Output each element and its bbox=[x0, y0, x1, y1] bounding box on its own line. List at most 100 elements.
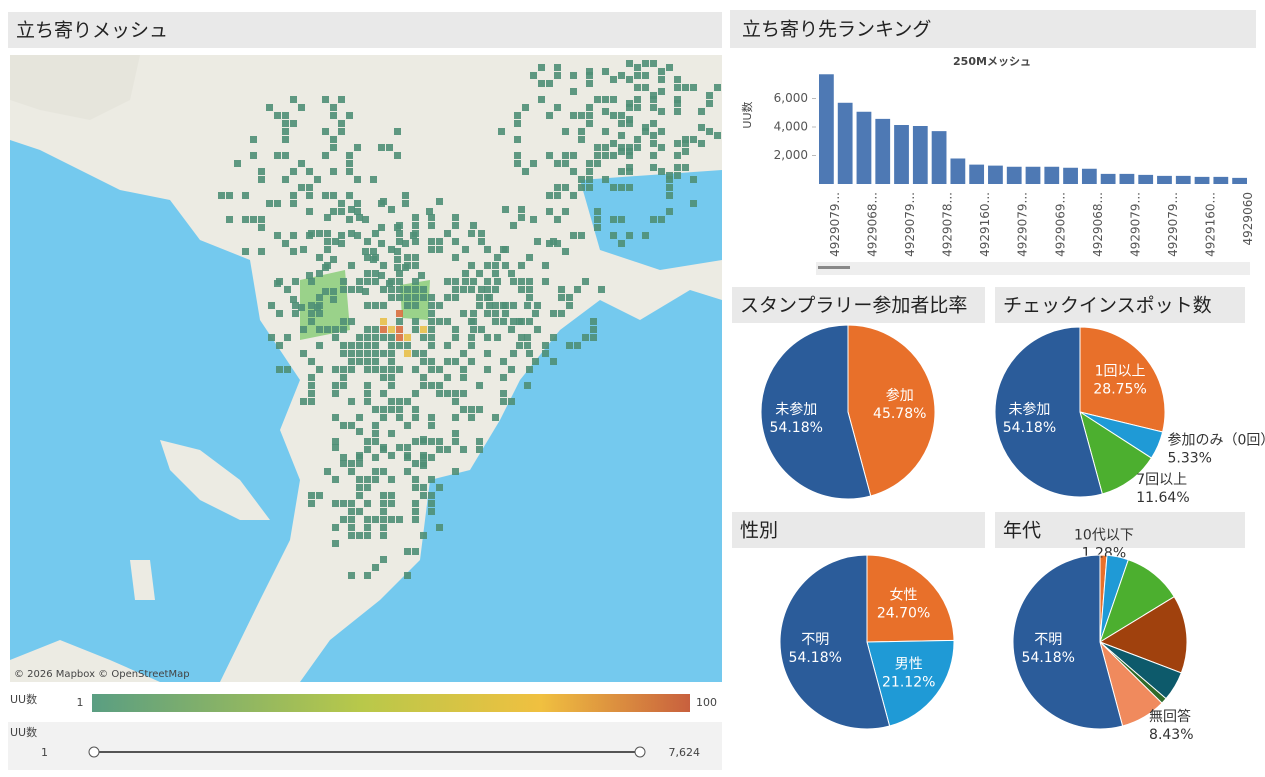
slice-label: 不明 bbox=[801, 632, 829, 648]
mesh-cell bbox=[598, 286, 605, 293]
mesh-cell bbox=[402, 192, 409, 199]
mesh-cell bbox=[452, 430, 459, 437]
mesh-cell bbox=[338, 128, 345, 135]
mesh-cell bbox=[470, 278, 477, 285]
mesh-cell bbox=[428, 318, 435, 325]
mesh-cell bbox=[340, 374, 347, 381]
mesh-cell bbox=[420, 350, 427, 357]
mesh-cell bbox=[514, 136, 521, 143]
mesh-cell bbox=[436, 366, 443, 373]
mesh-cell bbox=[518, 262, 525, 269]
slice-label: 1回以上 bbox=[1095, 363, 1146, 379]
mesh-cell bbox=[566, 342, 573, 349]
mesh-cell bbox=[462, 278, 469, 285]
mesh-cell bbox=[372, 430, 379, 437]
mesh-cell bbox=[356, 278, 363, 285]
mesh-cell bbox=[538, 64, 545, 71]
mesh-cell bbox=[372, 516, 379, 523]
mesh-cell bbox=[650, 216, 657, 223]
mesh-cell bbox=[550, 358, 557, 365]
mesh-cell bbox=[356, 334, 363, 341]
mesh-cell bbox=[618, 240, 625, 247]
pie-slice bbox=[1098, 595, 1188, 674]
mesh-cell bbox=[380, 390, 387, 397]
slice-value: 28.75% bbox=[1093, 381, 1146, 397]
mesh-cell bbox=[298, 104, 305, 111]
mesh-cell bbox=[308, 310, 315, 317]
mesh-cell bbox=[348, 516, 355, 523]
mesh-cell bbox=[324, 238, 331, 245]
mesh-cell bbox=[500, 398, 507, 405]
mesh-cell bbox=[388, 406, 395, 413]
mesh-cell bbox=[404, 548, 411, 555]
mesh-cell bbox=[682, 136, 689, 143]
mesh-cell bbox=[356, 532, 363, 539]
mesh-cell bbox=[634, 144, 641, 151]
slider-handle[interactable] bbox=[634, 746, 646, 758]
mesh-cell bbox=[534, 238, 541, 245]
mesh-cell bbox=[396, 444, 403, 451]
slice-value: 5.33% bbox=[1167, 451, 1211, 467]
mesh-cell bbox=[502, 206, 509, 213]
mesh-cell bbox=[370, 176, 377, 183]
bar bbox=[1157, 175, 1172, 184]
mesh-cell bbox=[388, 350, 395, 357]
mesh-cell bbox=[364, 278, 371, 285]
mesh-cell bbox=[460, 390, 467, 397]
bar bbox=[1100, 173, 1116, 184]
mesh-layer bbox=[218, 60, 721, 579]
mesh-cell bbox=[526, 286, 533, 293]
mesh-cell bbox=[372, 476, 379, 483]
mesh-cell bbox=[502, 310, 509, 317]
mesh-cell bbox=[420, 374, 427, 381]
mesh-cell bbox=[554, 184, 561, 191]
map[interactable]: © 2026 Mapbox © OpenStreetMap bbox=[10, 55, 722, 682]
mesh-cell bbox=[428, 302, 435, 309]
map-title: 立ち寄りメッシュ bbox=[16, 20, 168, 42]
mesh-cell bbox=[298, 304, 305, 311]
mesh-cell bbox=[340, 286, 347, 293]
mesh-cell bbox=[470, 318, 477, 325]
scroll-thumb[interactable] bbox=[818, 266, 850, 269]
mesh-cell bbox=[268, 302, 275, 309]
mesh-cell bbox=[586, 120, 593, 127]
mesh-cell bbox=[566, 302, 573, 309]
mesh-cell bbox=[610, 184, 617, 191]
mesh-cell bbox=[658, 168, 665, 175]
mesh-cell bbox=[558, 310, 565, 317]
mesh-cell bbox=[478, 230, 485, 237]
mesh-cell bbox=[674, 152, 681, 159]
mesh-cell bbox=[226, 216, 233, 223]
mesh-cell bbox=[554, 104, 561, 111]
mesh-cell bbox=[388, 286, 395, 293]
mesh-cell bbox=[658, 128, 665, 135]
mesh-cell bbox=[578, 232, 585, 239]
mesh-cell bbox=[258, 176, 265, 183]
mesh-cell bbox=[394, 128, 401, 135]
mesh-cell bbox=[364, 532, 371, 539]
mesh-cell bbox=[380, 444, 387, 451]
mesh-cell bbox=[666, 176, 673, 183]
mesh-cell bbox=[554, 216, 561, 223]
mesh-cell bbox=[658, 88, 665, 95]
slice-label: 未参加 bbox=[1008, 401, 1050, 418]
mesh-cell bbox=[356, 508, 363, 515]
pie-slice bbox=[779, 554, 891, 730]
mesh-cell bbox=[354, 144, 361, 151]
scrollbar[interactable] bbox=[816, 262, 1250, 275]
slider-handle[interactable] bbox=[88, 746, 100, 758]
mesh-cell bbox=[324, 246, 331, 253]
mesh-cell bbox=[308, 358, 315, 365]
pie-slice bbox=[866, 639, 955, 727]
mesh-cell bbox=[396, 334, 403, 341]
slice-value: 45.78% bbox=[873, 406, 926, 422]
mesh-cell bbox=[626, 104, 633, 111]
mesh-cell bbox=[258, 216, 265, 223]
mesh-cell bbox=[642, 232, 649, 239]
mesh-cell bbox=[478, 238, 485, 245]
mesh-cell bbox=[452, 468, 459, 475]
mesh-cell bbox=[330, 168, 337, 175]
mesh-cell bbox=[348, 262, 355, 269]
mesh-cell bbox=[284, 366, 291, 373]
